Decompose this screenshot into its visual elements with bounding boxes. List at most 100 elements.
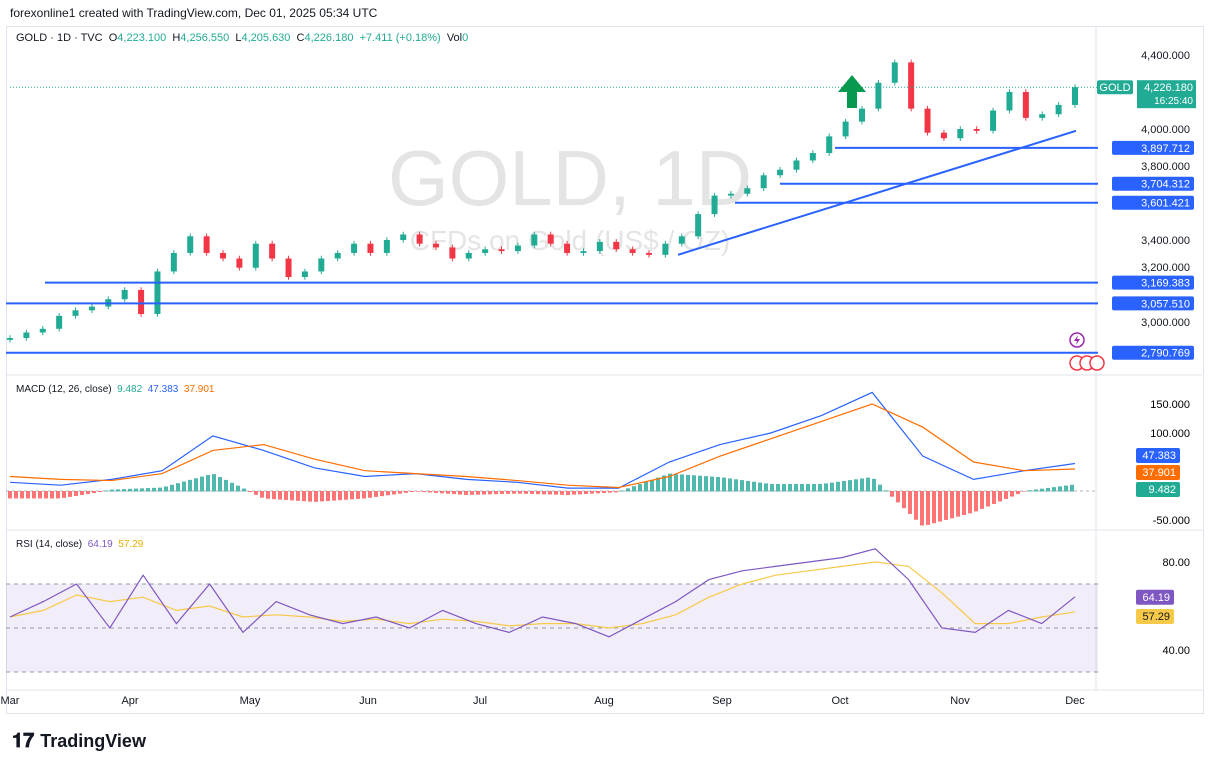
rsi-title: RSI (14, close) — [16, 539, 83, 550]
macd-histogram-bar — [260, 491, 264, 498]
candle-body — [400, 234, 407, 240]
rsi-y-tick: 40.00 — [1162, 645, 1190, 657]
candle-body — [1006, 92, 1013, 111]
candle-body — [646, 252, 652, 255]
macd-histogram-bar — [278, 491, 282, 500]
candle-body — [1072, 87, 1078, 105]
macd-histogram-bar — [734, 479, 738, 492]
candle-body — [744, 188, 751, 194]
macd-histogram-bar — [470, 491, 474, 495]
candle-body — [351, 243, 358, 253]
credit-text: forexonline1 created with TradingView.co… — [10, 6, 378, 20]
low-label: L — [235, 32, 242, 44]
rsi-value-tag-label: 57.29 — [1142, 611, 1170, 623]
macd-histogram-bar — [950, 491, 954, 519]
macd-histogram-bar — [956, 491, 960, 517]
macd-histogram-bar — [1016, 491, 1020, 495]
macd-histogram-bar — [560, 491, 564, 495]
macd-histogram-bar — [188, 479, 192, 492]
level-price-label: 3,057.510 — [1141, 298, 1190, 310]
symbol-name[interactable]: GOLD · 1D · TVC — [16, 32, 103, 44]
candle-body — [334, 252, 341, 259]
macd-histogram-bar — [464, 491, 468, 495]
macd-histogram-bar — [926, 491, 930, 525]
macd-histogram-bar — [434, 491, 438, 493]
macd-legend[interactable]: MACD (12, 26, close) 9.482 47.383 37.901 — [16, 384, 215, 395]
rsi-legend[interactable]: RSI (14, close) 64.19 57.29 — [16, 539, 143, 550]
macd-histogram-bar — [386, 491, 390, 496]
macd-histogram-bar — [986, 491, 990, 507]
macd-histogram-bar — [134, 488, 138, 492]
candle-body — [72, 310, 79, 316]
level-price-tag — [1112, 176, 1194, 191]
macd-histogram-bar — [200, 476, 204, 492]
rsi-value-tag — [1136, 608, 1174, 624]
macd-histogram-bar — [1028, 490, 1032, 492]
macd-histogram-bar — [716, 476, 720, 492]
candle-body — [121, 289, 128, 300]
macd-histogram-bar — [554, 491, 558, 495]
macd-histogram-bar — [596, 491, 600, 494]
candle-body — [859, 108, 865, 122]
candle-body — [662, 243, 669, 255]
candle-body — [973, 129, 980, 131]
macd-histogram-bar — [890, 491, 894, 497]
macd-histogram-bar — [998, 491, 1002, 502]
macd-value-tag — [1136, 482, 1180, 497]
candle-body — [990, 110, 997, 131]
high-label: H — [172, 32, 181, 44]
x-tick-label: Aug — [594, 695, 614, 707]
watermark-title: GOLD, 1D — [388, 134, 752, 222]
macd-histogram-bar — [992, 491, 996, 504]
macd-histogram-bar — [776, 484, 780, 492]
macd-histogram-bar — [914, 491, 918, 520]
candle-body — [7, 338, 13, 340]
rsi-value-tag — [1136, 589, 1174, 605]
macd-histogram-bar — [350, 491, 354, 500]
candle-body — [138, 289, 145, 314]
macd-histogram-bar — [800, 484, 804, 492]
macd-histogram-bar — [518, 491, 522, 494]
macd-histogram-bar — [44, 491, 48, 499]
macd-histogram-bar — [164, 486, 168, 492]
macd-histogram-bar — [848, 480, 852, 492]
level-price-label: 3,897.712 — [1141, 143, 1190, 155]
macd-y-tick: 150.000 — [1150, 399, 1190, 411]
macd-histogram-bar — [428, 491, 432, 493]
candle-body — [285, 258, 292, 277]
macd-histogram-bar — [806, 484, 810, 492]
level-price-tag — [1112, 296, 1194, 311]
last-price-tag — [1137, 80, 1196, 109]
last-price-label: 4,226.180 — [1144, 82, 1193, 94]
macd-histogram-bar — [296, 491, 300, 501]
candle-body — [236, 258, 243, 268]
macd-histogram-bar — [548, 491, 552, 495]
macd-histogram-bar — [1058, 486, 1062, 492]
macd-histogram-bar — [692, 475, 696, 492]
macd-histogram-bar — [74, 491, 78, 496]
macd-histogram-bar — [722, 477, 726, 492]
macd-histogram-bar — [242, 488, 246, 492]
macd-histogram-bar — [686, 474, 690, 492]
tradingview-logo[interactable]: 𝟏𝟕 TradingView — [12, 730, 146, 753]
macd-histogram-bar — [866, 477, 870, 492]
macd-histogram-bar — [290, 491, 294, 501]
macd-histogram-bar — [812, 484, 816, 492]
candle-body — [187, 236, 194, 253]
macd-histogram-bar — [104, 490, 108, 492]
lightning-icon — [1074, 335, 1080, 345]
macd-histogram-bar — [572, 491, 576, 495]
macd-histogram-bar — [254, 491, 258, 495]
candle-body — [56, 315, 63, 329]
macd-signal-line — [9, 403, 1076, 489]
macd-histogram-bar — [938, 491, 942, 522]
macd-histogram-bar — [32, 491, 36, 499]
macd-histogram-bar — [68, 491, 72, 497]
macd-histogram-bar — [152, 487, 156, 492]
macd-histogram-bar — [116, 489, 120, 492]
macd-histogram-bar — [794, 484, 798, 492]
rsi-y-tick: 80.00 — [1162, 557, 1190, 569]
macd-histogram-bar — [374, 491, 378, 497]
macd-histogram-bar — [380, 491, 384, 497]
